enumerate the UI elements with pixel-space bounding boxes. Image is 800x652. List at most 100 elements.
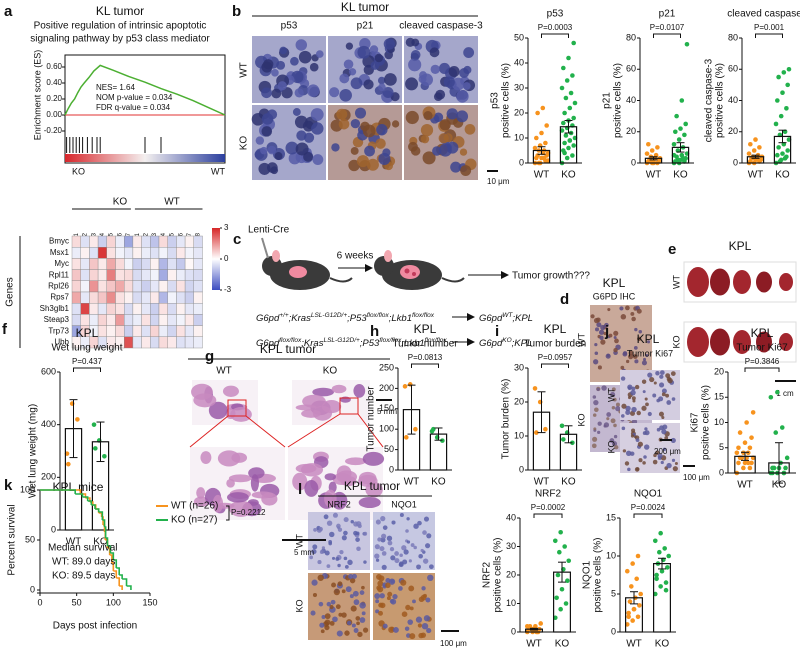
data-point	[750, 410, 756, 415]
panel-letter: h	[370, 323, 379, 340]
y-tick-label: 80	[728, 32, 738, 42]
y-tick-label: 50	[384, 444, 394, 454]
y-tick-label: 40	[514, 57, 524, 67]
cell-nucleus	[422, 558, 429, 564]
heatmap-cell	[176, 235, 186, 248]
cell-nucleus	[413, 545, 417, 550]
heatmap-cell	[184, 291, 195, 304]
survival-step	[116, 577, 120, 586]
cell-nucleus	[630, 311, 635, 316]
cell-nucleus	[460, 165, 472, 177]
cell-nucleus	[271, 88, 282, 99]
cell-nucleus	[607, 307, 611, 312]
genotype-part: G6pd	[256, 313, 280, 324]
cell-nucleus	[629, 451, 635, 456]
heatmap-cell	[115, 235, 125, 248]
y-axis-label: positive cells (%)	[593, 537, 604, 612]
scale-label: 5 mm	[377, 407, 397, 416]
time-label: 6 weeks	[337, 251, 374, 262]
survival-step	[113, 559, 118, 568]
data-point	[102, 453, 107, 459]
significance-bracket	[653, 33, 681, 38]
row-label: Rpl26	[48, 282, 69, 291]
cell-nucleus	[350, 605, 357, 612]
cell-nucleus	[653, 453, 657, 458]
annotation: WT: 89.0 days	[52, 557, 115, 568]
cell-nucleus	[644, 430, 650, 436]
data-point	[91, 422, 97, 427]
stain-label: cleaved caspase-3	[399, 21, 483, 32]
tissue	[336, 465, 352, 482]
cell-nucleus	[359, 590, 365, 596]
heatmap-cell	[184, 336, 195, 349]
y-axis-label: positive cells (%)	[493, 537, 504, 612]
data-point	[563, 133, 569, 138]
y-axis-label: positive cells (%)	[701, 385, 712, 460]
cell-nucleus	[369, 45, 379, 54]
cell-nucleus	[661, 415, 665, 420]
heatmap-cell	[150, 291, 160, 304]
lung-photo	[733, 330, 751, 354]
genotype-part: ;KPL	[512, 338, 533, 349]
cell-nucleus	[279, 46, 288, 55]
data-point	[413, 426, 418, 432]
data-point	[564, 155, 570, 161]
es-curve	[64, 64, 226, 116]
cell-nucleus	[330, 599, 336, 605]
data-point	[563, 95, 569, 101]
genotype-part: flox/flox	[425, 337, 448, 344]
cell-nucleus	[661, 392, 666, 397]
heatmap-cell	[193, 291, 203, 304]
cell-nucleus	[366, 158, 379, 171]
cell-nucleus	[320, 629, 325, 634]
cell-nucleus	[377, 586, 384, 593]
cell-nucleus	[375, 609, 380, 614]
cell-nucleus	[345, 42, 354, 50]
y-axis-label: Tumor burden (%)	[501, 379, 512, 460]
heatmap-cell	[158, 258, 168, 270]
cell-nucleus	[385, 578, 391, 584]
heatmap-cell	[71, 314, 81, 326]
heatmap-cell	[184, 325, 195, 338]
data-point	[674, 113, 679, 119]
genotype: G6pdWT;KPL	[479, 312, 533, 324]
heatmap-cell	[97, 325, 107, 338]
y-tick-label: 5	[719, 442, 724, 452]
genotype-part: ;Lkb1	[401, 338, 424, 349]
scale-label: 200 μm	[654, 447, 681, 456]
y-tick-label: 0	[389, 464, 394, 474]
data-point	[682, 132, 687, 138]
cell-nucleus	[399, 553, 403, 558]
cell-nucleus	[343, 517, 349, 523]
cell-nucleus	[642, 461, 646, 465]
data-point	[534, 135, 539, 141]
cell-nucleus	[391, 520, 396, 525]
cell-nucleus	[621, 403, 627, 409]
cell-nucleus	[448, 65, 460, 77]
heatmap-cell	[184, 246, 195, 259]
data-point	[776, 145, 781, 150]
cell-nucleus	[319, 622, 325, 628]
x-tick-label: KO	[555, 639, 570, 650]
chart-title: KPL mice	[53, 480, 104, 494]
data-point	[554, 595, 559, 601]
lung-photo	[687, 327, 709, 357]
cell-nucleus	[294, 88, 304, 98]
cell-nucleus	[312, 154, 324, 165]
cell-nucleus	[380, 516, 386, 522]
cell-nucleus	[378, 575, 385, 582]
cell-nucleus	[377, 580, 384, 587]
tissue	[228, 474, 252, 483]
cell-nucleus	[420, 548, 424, 553]
cell-nucleus	[324, 619, 331, 626]
row-label: Trp73	[48, 326, 69, 335]
x-tick-label: KO	[93, 537, 108, 548]
annotation: NES= 1.64	[96, 83, 135, 92]
row-label: WT	[671, 275, 681, 289]
cell-nucleus	[292, 108, 301, 116]
chart-title: NQO1	[634, 489, 663, 500]
data-point	[785, 82, 790, 88]
data-point	[683, 121, 688, 127]
cell-nucleus	[391, 120, 400, 128]
row-label: KO	[294, 599, 304, 612]
